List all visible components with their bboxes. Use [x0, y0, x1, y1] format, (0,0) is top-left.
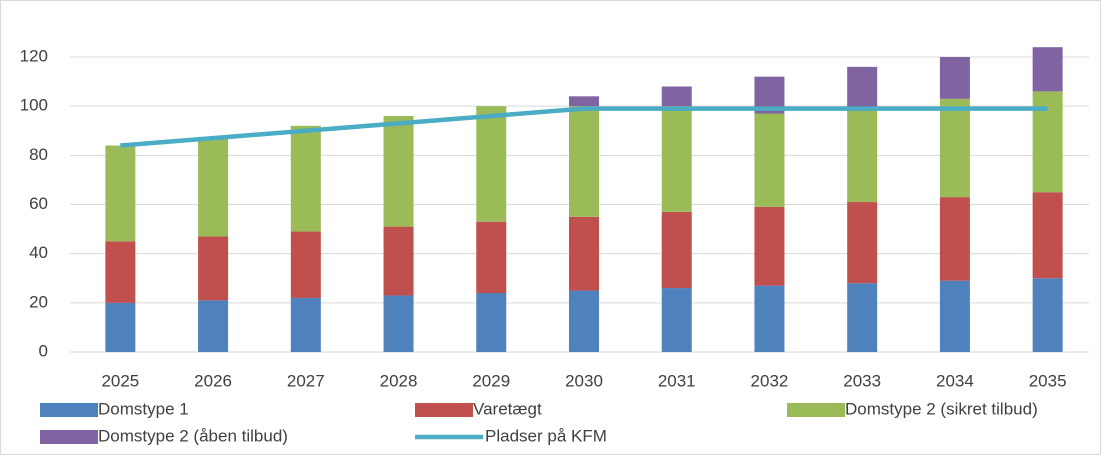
- chart-border: [0, 0, 1101, 455]
- x-tick-label: 2033: [843, 371, 881, 390]
- bar-segment: [290, 231, 321, 298]
- x-tick-label: 2032: [751, 371, 789, 390]
- bar-segment: [847, 202, 878, 284]
- bar-segment: [939, 197, 970, 281]
- y-tick-label: 40: [29, 243, 48, 262]
- bar-segment: [476, 293, 507, 352]
- bar-segment: [939, 98, 970, 198]
- y-tick-label: 60: [29, 194, 48, 213]
- bar-segment: [847, 283, 878, 352]
- x-tick-label: 2035: [1029, 371, 1067, 390]
- bar-segment: [198, 300, 229, 352]
- x-tick-label: 2025: [101, 371, 139, 390]
- bar-segment: [105, 302, 136, 352]
- bar-segment: [290, 297, 321, 352]
- bar-segment: [661, 106, 692, 212]
- bar-segment: [569, 96, 599, 107]
- y-tick-label: 120: [20, 46, 48, 65]
- x-tick-label: 2030: [565, 371, 603, 390]
- bar-segment: [847, 108, 878, 203]
- line-series: [120, 106, 1048, 148]
- legend-swatch: [40, 430, 98, 444]
- legend-label: Varetægt: [473, 399, 542, 418]
- bar-segment: [476, 221, 507, 293]
- bar-segment: [383, 226, 414, 296]
- bar-segment: [476, 106, 507, 222]
- legend-swatch: [40, 403, 98, 417]
- bar-segment: [754, 113, 785, 207]
- y-tick-label: 80: [29, 145, 48, 164]
- bar-segment: [290, 125, 321, 232]
- x-tick-label: 2034: [936, 371, 974, 390]
- bar-segment: [105, 145, 136, 242]
- legend-swatch: [415, 403, 473, 417]
- bar-segment: [661, 86, 692, 107]
- y-tick-label: 100: [20, 96, 48, 115]
- x-tick-label: 2031: [658, 371, 696, 390]
- bar-segment: [569, 216, 599, 291]
- bar-segment: [847, 66, 878, 109]
- bar-segment: [661, 211, 692, 289]
- bar-segment: [939, 280, 970, 352]
- x-tick-label: 2028: [380, 371, 418, 390]
- bar-segment: [939, 57, 970, 99]
- legend-label: Domstype 2 (åben tilbud): [98, 426, 288, 445]
- legend-label: Pladser på KFM: [485, 426, 607, 445]
- bar-segment: [1032, 47, 1063, 92]
- bar-segment: [198, 138, 229, 237]
- legend-label: Domstype 2 (sikret tilbud): [845, 399, 1038, 418]
- bar-segment: [1032, 278, 1063, 352]
- legend-label: Domstype 1: [98, 399, 189, 418]
- bar-segment: [105, 241, 136, 303]
- bar-segment: [569, 106, 599, 217]
- bar-segment: [754, 285, 785, 352]
- legend-swatch: [787, 403, 845, 417]
- y-tick-label: 0: [39, 341, 48, 360]
- y-tick-label: 20: [29, 292, 48, 311]
- bar-segment: [661, 288, 692, 352]
- bar-segment: [569, 290, 599, 352]
- bar-segment: [1032, 192, 1063, 279]
- x-tick-label: 2027: [287, 371, 325, 390]
- bar-segment: [383, 116, 414, 227]
- bar-segment: [383, 295, 414, 352]
- bar-segment: [754, 206, 785, 286]
- x-tick-label: 2026: [194, 371, 232, 390]
- bar-segment: [198, 236, 229, 301]
- x-tick-label: 2029: [472, 371, 510, 390]
